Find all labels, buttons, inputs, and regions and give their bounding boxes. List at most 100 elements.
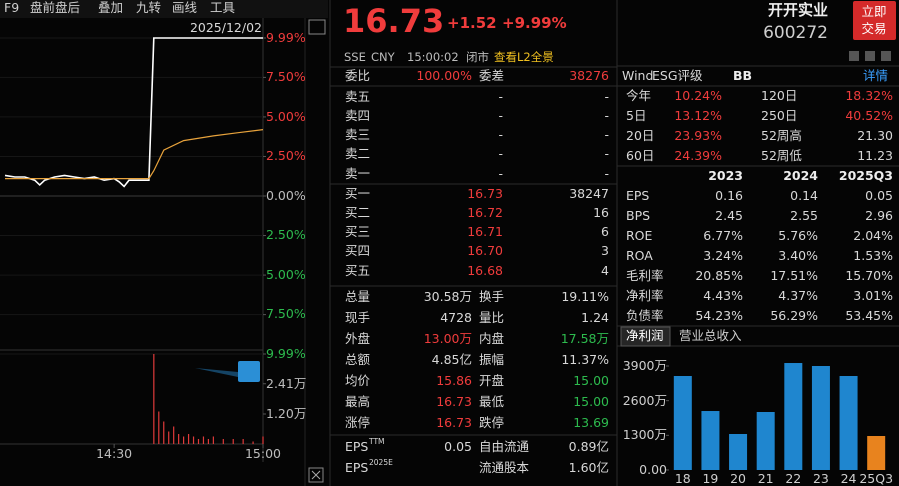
- volume-bar: [202, 436, 205, 444]
- y-tick-label: 5.00%: [266, 266, 306, 282]
- tab[interactable]: 净利润: [626, 327, 664, 343]
- stat-value: 0.89亿: [568, 438, 609, 454]
- x-tick-label: 15:00: [244, 445, 282, 461]
- toolbar-item[interactable]: 叠加: [98, 0, 124, 15]
- y-tick-label: 0.00%: [266, 187, 306, 203]
- esg-rating: BB: [733, 67, 753, 83]
- volume-bar: [163, 421, 165, 444]
- toolbar-item[interactable]: 九转: [136, 0, 162, 15]
- stat-label: 内盘: [479, 330, 505, 346]
- trade-button-bg: [853, 1, 896, 40]
- label: 委比: [345, 67, 371, 83]
- trade-button[interactable]: 立即: [861, 3, 887, 19]
- toolbar-item[interactable]: 盘前盘后: [30, 0, 81, 15]
- fin-column: 2025Q3: [838, 167, 893, 183]
- change: +1.52: [447, 14, 497, 33]
- fin-label: 净利率: [626, 287, 664, 303]
- icon: [865, 51, 875, 61]
- y-tick-label: 2.50%: [266, 227, 306, 243]
- volume-bar: [212, 436, 214, 444]
- volume-bar: [178, 434, 180, 444]
- y-tick-label: 9.99%: [266, 345, 306, 361]
- stat-value: 11.37%: [561, 351, 609, 367]
- toolbar-item[interactable]: F9: [4, 0, 20, 15]
- volume-bar: [252, 441, 254, 444]
- esg-source: Wind: [622, 67, 654, 83]
- fin-value: 0.16: [715, 187, 743, 203]
- eps-value: 0.05: [444, 438, 472, 454]
- fin-value: 3.40%: [778, 247, 818, 263]
- ask-price: -: [498, 88, 503, 104]
- l2-link[interactable]: 查看L2全景: [494, 49, 554, 64]
- info-icon: 600272: [763, 22, 828, 43]
- y-tick-label: 2.50%: [266, 148, 306, 164]
- fin-value: 4.43%: [703, 287, 743, 303]
- toolbar-item[interactable]: 画线: [172, 0, 198, 15]
- fin-column: 2023: [708, 167, 743, 183]
- label: 委差: [479, 67, 505, 83]
- ask-volume: -: [604, 127, 609, 143]
- ask-label: 卖四: [345, 108, 371, 124]
- ask-price: -: [498, 165, 503, 181]
- return-value: 18.32%: [845, 87, 893, 103]
- close-icon: [311, 470, 321, 480]
- return-label: 250日: [761, 107, 798, 123]
- volume-bar: [262, 436, 264, 444]
- eps-label: EPS: [345, 438, 369, 454]
- stat-value: 15.86: [436, 372, 472, 388]
- ask-price: -: [498, 127, 503, 143]
- toolbar-item[interactable]: 工具: [210, 0, 236, 15]
- y-tick-label: 1.20万: [266, 405, 307, 421]
- icon: [308, 19, 326, 35]
- return-value: 40.52%: [845, 107, 893, 123]
- bar: [784, 363, 803, 470]
- stat-label: 量比: [479, 309, 505, 325]
- trade-button[interactable]: 交易: [861, 20, 887, 36]
- esg-link[interactable]: 详情: [862, 67, 888, 83]
- y-tick-label: 7.50%: [266, 69, 306, 85]
- stat-label: 开盘: [479, 372, 505, 388]
- x-tick-label: 23: [812, 470, 829, 486]
- return-value: 21.30: [857, 127, 893, 143]
- volume-bar: [187, 434, 190, 444]
- icon: [195, 368, 238, 377]
- return-value: 24.39%: [674, 147, 722, 163]
- toolbar-bg: [0, 0, 328, 18]
- y-tick-label: 9.99%: [266, 29, 306, 45]
- return-label: 52周高: [761, 127, 802, 143]
- bar: [729, 434, 748, 470]
- time: 15:00:02: [407, 49, 459, 64]
- stat-label: 现手: [345, 309, 371, 325]
- fin-value: 3.01%: [853, 287, 893, 303]
- return-label: 60日: [626, 147, 655, 163]
- bid-price: 16.71: [467, 224, 503, 240]
- stat-value: 1.60亿: [568, 459, 609, 475]
- fin-value: 56.29%: [770, 307, 818, 323]
- bid-label: 买一: [345, 185, 371, 201]
- fin-value: 2.04%: [853, 227, 893, 243]
- ask-volume: -: [604, 165, 609, 181]
- fin-label: 负债率: [626, 307, 664, 323]
- stat-label: 流通股本: [479, 459, 530, 475]
- ask-price: -: [498, 108, 503, 124]
- tab[interactable]: 营业总收入: [679, 327, 742, 343]
- y-tick-label: 0.00: [639, 461, 667, 477]
- bid-volume: 3: [601, 243, 609, 259]
- y-tick-label: 7.50%: [266, 306, 306, 322]
- return-label: 52周低: [761, 147, 802, 163]
- y-tick-label: 5.00%: [266, 108, 306, 124]
- bid-label: 买三: [345, 224, 371, 240]
- icon: [849, 51, 859, 61]
- close-icon: [308, 467, 324, 483]
- bid-volume: 4: [601, 262, 609, 278]
- x-tick-label: 24: [840, 470, 857, 486]
- fin-value: 3.24%: [703, 247, 743, 263]
- x-tick-label: 20: [730, 470, 747, 486]
- volume-bar: [207, 439, 210, 444]
- return-value: 11.23: [857, 147, 893, 163]
- eps-sup: TTM: [369, 437, 385, 447]
- x-tick-label: 25Q3: [859, 470, 894, 486]
- chart-date: 2025/12/02: [189, 19, 262, 35]
- price: 16.73: [343, 2, 445, 41]
